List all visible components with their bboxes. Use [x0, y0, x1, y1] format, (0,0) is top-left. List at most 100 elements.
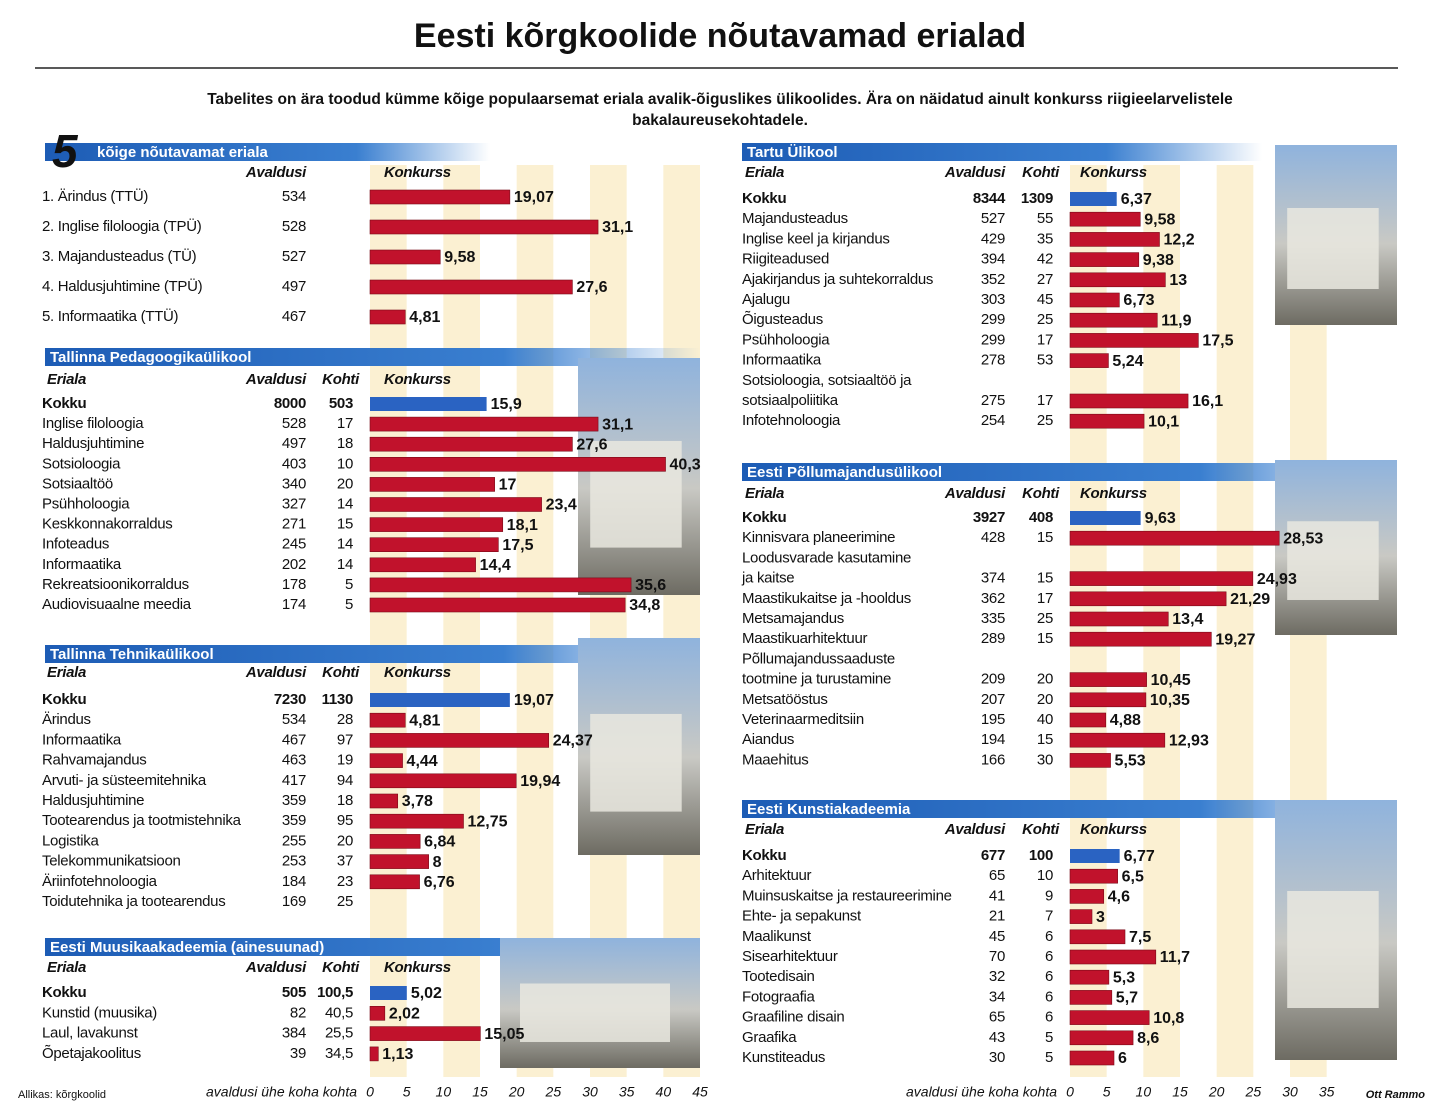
bar [1069, 631, 1212, 647]
kohti: 6 [1045, 968, 1053, 985]
column-header: Kohti [1022, 164, 1060, 181]
column-header: Avaldusi [944, 485, 1006, 502]
bar [369, 712, 406, 728]
avaldusi: 340 [282, 475, 306, 492]
kohti: 15 [1037, 570, 1053, 587]
bar-label: 1,13 [382, 1046, 413, 1063]
column-header: Avaldusi [944, 164, 1006, 181]
kohti: 6 [1045, 928, 1053, 945]
bar-label: 4,44 [407, 753, 438, 770]
kohti: 10 [337, 455, 353, 472]
kohti: 6 [1045, 1009, 1053, 1026]
row-name: Toidutehnika ja tootearendus [42, 893, 225, 910]
kohti: 20 [337, 475, 353, 492]
bar-label: 35,6 [635, 577, 666, 594]
bar [369, 773, 517, 789]
row-name: Rahvamajandus [42, 752, 147, 769]
row-name: Sotsioloogia [42, 455, 121, 472]
header-text: kõige nõutavamat eriala [97, 144, 269, 161]
avaldusi: 253 [282, 853, 306, 870]
avaldusi: 467 [282, 731, 306, 748]
kohti: 18 [337, 435, 353, 452]
row-name: Graafika [742, 1029, 797, 1046]
kohti: 97 [337, 731, 353, 748]
bar-label: 19,07 [514, 189, 554, 206]
bar [1069, 272, 1166, 288]
row-name: Riigiteadused [742, 251, 829, 268]
bar-label: 6,77 [1124, 848, 1155, 865]
avaldusi: 528 [282, 415, 306, 432]
bar-label: 31,1 [602, 219, 633, 236]
avaldusi: 384 [282, 1025, 306, 1042]
header-text: Eesti Kunstiakadeemia [747, 801, 911, 818]
row-name: Psühholoogia [42, 495, 130, 512]
bar [1069, 333, 1199, 348]
band-stripe [1216, 165, 1254, 1077]
kohti: 5 [1045, 1049, 1053, 1066]
kohti: 408 [1029, 509, 1053, 526]
total-bar [1070, 192, 1117, 206]
row-name: Telekommunikatsioon [42, 853, 181, 870]
kohti: 53 [1037, 352, 1053, 369]
bar-label: 5,02 [411, 985, 442, 1002]
avaldusi: 403 [282, 455, 306, 472]
x-tick-label: 0 [366, 1084, 374, 1100]
avaldusi: 299 [981, 331, 1005, 348]
kohti: 20 [1037, 691, 1053, 708]
row-name: Inglise keel ja kirjandus [742, 230, 890, 247]
row-name: Ajakirjandus ja suhtekorraldus [742, 271, 933, 288]
kohti: 45 [1037, 291, 1053, 308]
panel-header [45, 143, 490, 161]
bar-label: 5,7 [1116, 990, 1138, 1007]
kohti: 40 [1037, 711, 1053, 728]
column-header: Konkurss [384, 664, 451, 681]
kohti: 6 [1045, 948, 1053, 965]
x-tick-label: 30 [1282, 1084, 1298, 1100]
bar [369, 1005, 386, 1021]
header-text: Tartu Ülikool [747, 144, 838, 161]
bar [369, 577, 632, 593]
avaldusi: 327 [282, 495, 306, 512]
row-name: Infotehnoloogia [742, 412, 841, 429]
bar [1069, 413, 1145, 429]
avaldusi: 194 [981, 731, 1005, 748]
kohti: 25 [337, 893, 353, 910]
bar [1069, 732, 1166, 748]
source: Allikas: kõrgkoolid [18, 1089, 106, 1101]
kohti: 10 [1037, 867, 1053, 884]
row-name: Kinnisvara planeerimine [742, 529, 895, 546]
total-label: Kokku [42, 691, 86, 708]
x-tick-label: 5 [1103, 1084, 1111, 1100]
author: Ott Rammo [1366, 1089, 1426, 1101]
photo-building [1287, 891, 1379, 1008]
column-header: Kohti [1022, 485, 1060, 502]
bar-label: 11,7 [1160, 949, 1190, 966]
bar [1069, 571, 1254, 586]
row-name: 4. Haldusjuhtimine (TPÜ) [42, 277, 203, 295]
column-header: Eriala [47, 371, 86, 388]
avaldusi: 32 [989, 968, 1005, 985]
bar-label: 12,93 [1169, 732, 1209, 749]
bar [369, 456, 666, 472]
bar-label: 17,5 [502, 537, 533, 554]
bar [1069, 232, 1160, 247]
kohti: 28 [337, 711, 353, 728]
x-tick-label: 45 [692, 1084, 708, 1100]
bar [1069, 889, 1105, 904]
kohti: 40,5 [325, 1004, 353, 1021]
column-header: Avaldusi [245, 959, 307, 976]
avaldusi: 429 [981, 230, 1005, 247]
row-name: 1. Ärindus (TTÜ) [42, 187, 148, 205]
avaldusi: 82 [290, 1004, 306, 1021]
avaldusi: 289 [981, 630, 1005, 647]
bar [1069, 292, 1120, 308]
x-tick-label: 10 [436, 1084, 452, 1100]
kohti: 55 [1037, 210, 1053, 227]
bar [369, 854, 429, 869]
bar [369, 497, 542, 512]
bar-label: 21,29 [1230, 591, 1270, 608]
avaldusi: 65 [989, 1009, 1005, 1026]
avaldusi: 207 [981, 691, 1005, 708]
bar [1069, 990, 1113, 1005]
